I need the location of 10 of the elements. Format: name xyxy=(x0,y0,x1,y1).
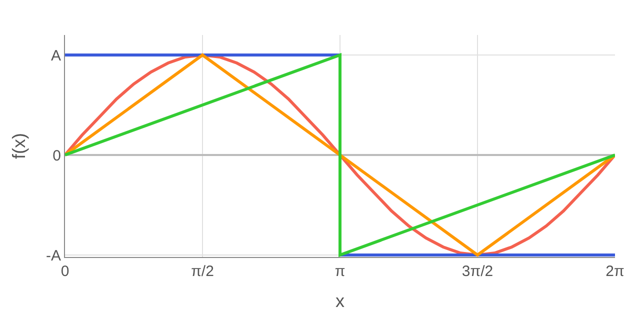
x-tick-label: 3π/2 xyxy=(462,263,494,280)
x-tick-label: 2π xyxy=(606,263,624,280)
text: -A xyxy=(46,247,61,264)
x-axis-title: x xyxy=(336,291,344,312)
x-tick-label: 0 xyxy=(60,263,70,280)
x-tick-label: π/2 xyxy=(191,263,214,280)
text: A xyxy=(50,47,61,64)
x-tick-label: π xyxy=(334,263,346,280)
y-axis-title: f(x) xyxy=(9,133,30,159)
text: 0 xyxy=(52,147,61,164)
